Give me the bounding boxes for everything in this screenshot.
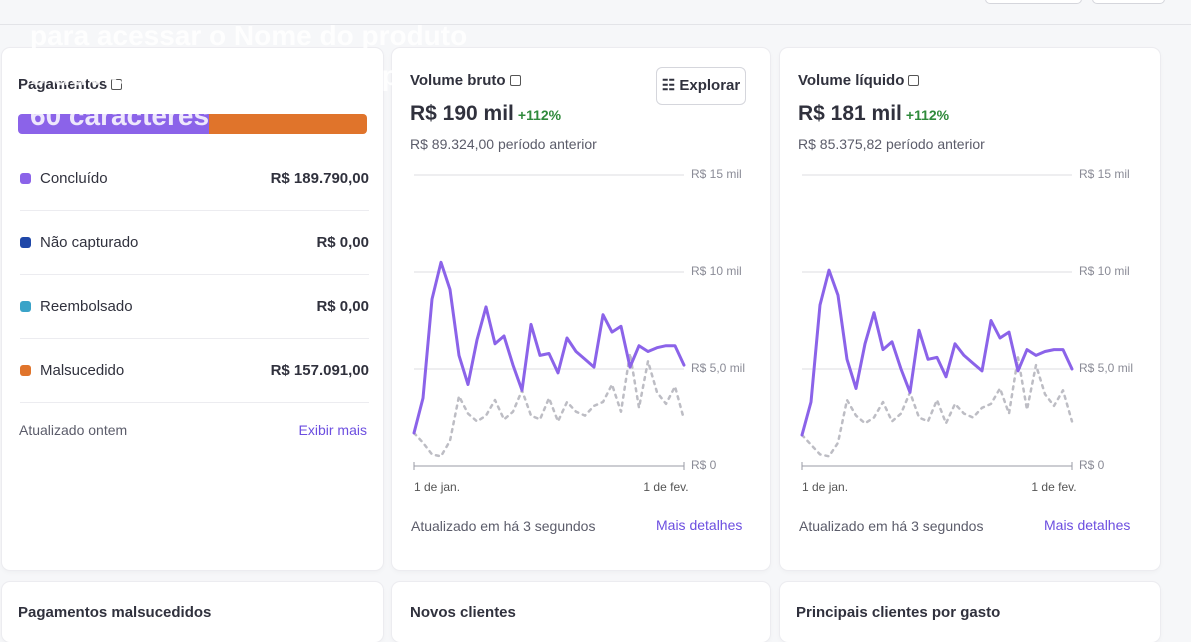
chart-card [392, 48, 770, 570]
card-footer: Atualizado em há 3 segundos [411, 518, 596, 534]
x-tick-label: 1 de fev. [643, 480, 688, 494]
card-title-text: Pagamentos [18, 76, 108, 93]
more-link[interactable]: Mais detalhes [656, 517, 743, 533]
status-dot [20, 301, 31, 312]
previous-line [412, 352, 686, 458]
header-divider [0, 24, 1191, 25]
change: +112% [517, 107, 562, 123]
y-tick-label: R$ 10 mil [1079, 264, 1130, 278]
y-tick-label: R$ 10 mil [691, 264, 742, 278]
overlay-text: 60 caracteres [30, 100, 210, 131]
previous: R$ 89.324,00 período anterior [410, 136, 597, 152]
bottom-card: Pagamentos malsucedidos [2, 582, 383, 642]
more-link[interactable]: Mais detalhes [1044, 517, 1131, 533]
previous-line [800, 356, 1074, 458]
status-dot [20, 237, 31, 248]
change: +112% [905, 107, 950, 123]
card-title: Pagamentos malsucedidos [18, 604, 212, 621]
status-label: Malsucedido [40, 362, 125, 379]
y-tick-label: R$ 0 [691, 458, 717, 472]
status-label: Reembolsado [40, 298, 133, 315]
page: Pagamentos Atualizado ontem Exibir mais … [0, 0, 1191, 621]
status-label: Não capturado [40, 234, 139, 251]
status-value: R$ 0,00 [316, 234, 369, 251]
y-tick-label: R$ 5,0 mil [1079, 361, 1133, 375]
info-icon [509, 75, 521, 86]
status-row: Concluído R$ 189.790,00 [20, 146, 369, 211]
payments-card: Pagamentos Atualizado ontem Exibir mais … [2, 48, 383, 570]
more-link[interactable]: Exibir mais [298, 422, 367, 438]
card-title-text: Volume líquido [798, 72, 905, 89]
info-icon [908, 75, 920, 86]
overlay-text: para acessar o Nome do produto [30, 20, 468, 51]
y-tick-label: R$ 15 mil [1079, 167, 1130, 181]
card-title: Pagamentos [18, 76, 123, 93]
line-chart: R$ 0 R$ 5,0 mil R$ 10 mil R$ 15 mil 1 de jan… [412, 167, 745, 494]
line-chart: R$ 0 R$ 5,0 mil R$ 10 mil R$ 15 mil 1 de jan… [800, 167, 1133, 494]
chart-card [780, 48, 1160, 570]
previous: R$ 85.375,82 período anterior [798, 136, 985, 152]
header-button[interactable] [985, 0, 1082, 4]
series-line [800, 268, 1074, 437]
card-title-text: Volume bruto [410, 72, 506, 89]
button-label: Explorar [679, 77, 741, 94]
status-bar [18, 114, 367, 134]
headline: R$ 190 mil +112% [410, 102, 561, 126]
status-row: Reembolsado R$ 0,00 [20, 274, 369, 339]
status-segment [18, 114, 209, 134]
x-tick-label: 1 de fev. [1031, 480, 1076, 494]
total: R$ 181 mil [798, 102, 902, 125]
y-tick-label: R$ 0 [1079, 458, 1105, 472]
status-value: R$ 0,00 [316, 298, 369, 315]
headline: R$ 181 mil +112% [798, 102, 949, 126]
status-row: Não capturado R$ 0,00 [20, 210, 369, 275]
y-tick-label: R$ 15 mil [691, 167, 742, 181]
status-dot [20, 365, 31, 376]
status-segment [208, 114, 367, 134]
total: R$ 190 mil [410, 102, 514, 125]
card-title: Volume bruto [410, 72, 521, 89]
status-value: R$ 189.790,00 [270, 170, 369, 187]
explore-button[interactable]: ☷ Explorar [656, 67, 746, 105]
x-tick-label: 1 de jan. [802, 480, 848, 494]
status-row: Malsucedido R$ 157.091,00 [20, 338, 369, 403]
series-line [412, 260, 686, 435]
y-tick-label: R$ 5,0 mil [691, 361, 745, 375]
bottom-card: Principais clientes por gasto [780, 582, 1160, 642]
card-footer: Atualizado ontem [19, 422, 128, 438]
x-tick-label: 1 de jan. [414, 480, 460, 494]
status-label: Concluído [40, 170, 108, 187]
bottom-card: Novos clientes [392, 582, 770, 642]
card-title: Principais clientes por gasto [796, 604, 1001, 621]
overlay-text: e dúvida recorrente sobre produto max [30, 60, 552, 91]
status-dot [20, 173, 31, 184]
status-value: R$ 157.091,00 [270, 362, 369, 379]
card-title: Novos clientes [410, 604, 516, 621]
card-footer: Atualizado em há 3 segundos [799, 518, 984, 534]
header-button[interactable] [1092, 0, 1165, 4]
card-title: Volume líquido [798, 72, 920, 89]
